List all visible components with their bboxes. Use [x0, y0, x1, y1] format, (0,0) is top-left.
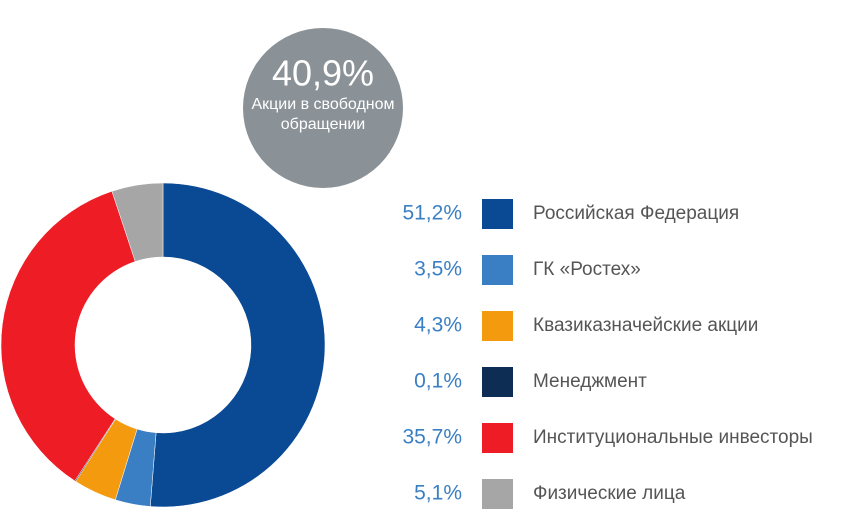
- legend-label: ГК «Ростех»: [533, 259, 641, 280]
- value-label: 3,5%: [414, 258, 462, 281]
- legend-swatch: [482, 479, 513, 509]
- donut-segment: [111, 182, 164, 262]
- legend-label: Институциональные инвесторы: [533, 427, 813, 448]
- value-label: 0,1%: [414, 370, 462, 393]
- value-label: 4,3%: [414, 314, 462, 337]
- donut-segment: [150, 182, 326, 508]
- legend-label: Квазиказначейские акции: [533, 315, 758, 336]
- donut-segment: [0, 190, 136, 482]
- callout-text: Акции в свободном обращении: [251, 96, 395, 133]
- legend-label: Физические лица: [533, 483, 686, 504]
- legend-swatch: [482, 311, 513, 341]
- legend-label: Менеджмент: [533, 371, 647, 392]
- value-label: 5,1%: [414, 482, 462, 505]
- callout-bubble: [243, 28, 403, 188]
- callout-value: 40,9%: [272, 53, 374, 94]
- legend-swatch: [482, 423, 513, 453]
- legend-label: Российская Федерация: [533, 203, 739, 224]
- legend-swatch: [482, 367, 513, 397]
- legend-swatch: [482, 199, 513, 229]
- legend-swatch: [482, 255, 513, 285]
- value-label: 51,2%: [402, 202, 462, 225]
- value-label: 35,7%: [402, 426, 462, 449]
